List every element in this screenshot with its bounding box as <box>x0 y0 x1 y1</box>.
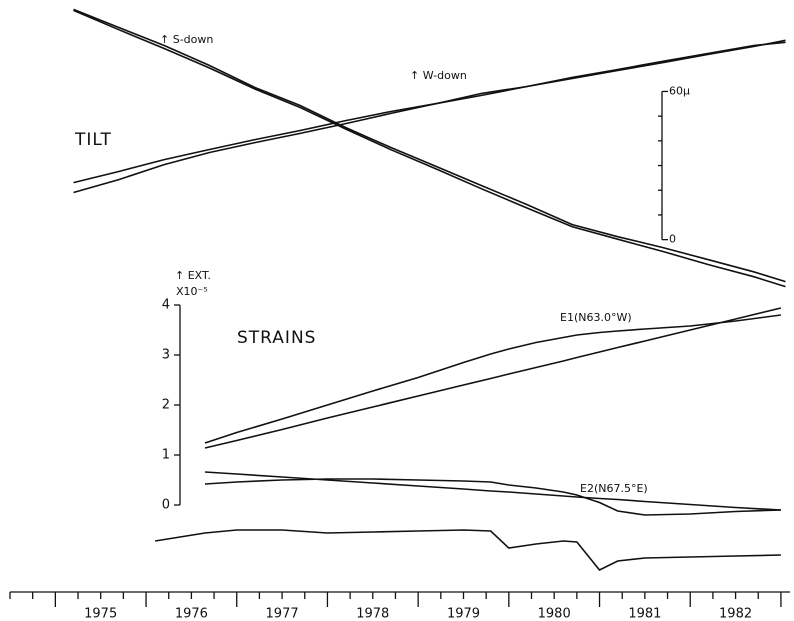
trace <box>73 41 786 194</box>
x-tick-label: 1978 <box>356 607 389 621</box>
panel-title: TILT <box>74 130 112 150</box>
y-axis-label: X10⁻⁵ <box>176 285 208 298</box>
x-tick-label: 1979 <box>447 607 480 621</box>
x-tick-label: 1976 <box>175 607 208 621</box>
x-tick-label: 1980 <box>538 607 571 621</box>
trace <box>73 9 786 288</box>
trace <box>204 478 781 516</box>
x-tick-label: 1975 <box>84 607 117 621</box>
y-axis-label: ↑ EXT. <box>175 269 211 282</box>
x-tick-label: 1982 <box>719 607 752 621</box>
y-tick-label: 3 <box>162 348 170 363</box>
y-tick-label: 2 <box>162 398 170 413</box>
trace <box>204 307 782 449</box>
trace <box>73 8 786 283</box>
trace <box>73 39 786 184</box>
x-tick-label: 1977 <box>266 607 299 621</box>
panel-title: STRAINS <box>237 328 316 348</box>
y-tick-label: 0 <box>669 233 676 246</box>
trace <box>204 314 782 444</box>
x-tick-label: 1981 <box>628 607 661 621</box>
trace <box>204 471 781 511</box>
y-tick-label: 1 <box>162 448 170 463</box>
annotation: E2(N67.5°E) <box>580 482 648 495</box>
y-tick-label: 60µ <box>669 84 690 97</box>
annotation: E1(N63.0°W) <box>560 311 632 324</box>
y-tick-label: 4 <box>162 298 170 313</box>
trace <box>154 529 781 572</box>
annotation: ↑ S-down <box>160 33 213 46</box>
annotation: ↑ W-down <box>410 69 467 82</box>
y-tick-label: 0 <box>162 498 170 513</box>
